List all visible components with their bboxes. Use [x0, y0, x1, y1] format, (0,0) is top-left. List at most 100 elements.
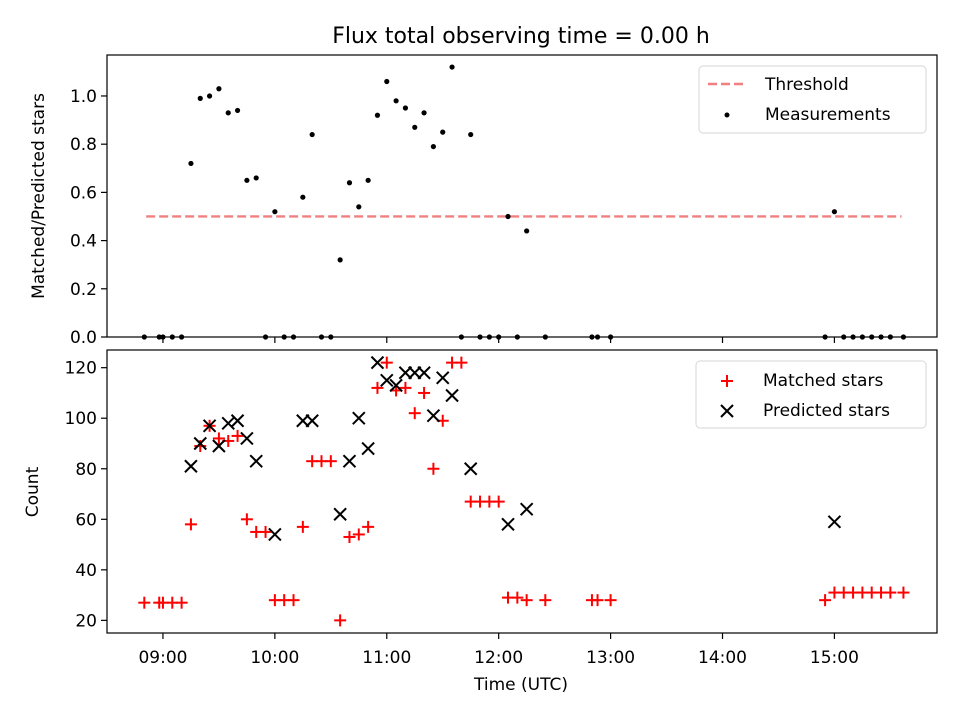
- matched-star-point: [455, 356, 468, 369]
- measurement-point: [300, 194, 306, 200]
- matched-star-point: [175, 596, 188, 609]
- predicted-star-point: [417, 366, 431, 380]
- matched-star-point: [897, 586, 910, 599]
- measurement-point: [356, 204, 362, 210]
- x-tick-label: 13:00: [586, 648, 635, 668]
- x-tick-label: 14:00: [698, 648, 747, 668]
- matched-star-point: [427, 462, 440, 475]
- measurement-point: [524, 228, 530, 234]
- predicted-star-point: [305, 414, 319, 428]
- measurement-point: [468, 131, 474, 138]
- predicted-star-point: [202, 419, 217, 433]
- measurement-point: [197, 95, 203, 101]
- top-axes-frame: [106, 54, 938, 338]
- measurement-point: [402, 105, 409, 111]
- predicted-star-point: [445, 388, 459, 403]
- predicted-star-point: [193, 436, 207, 451]
- matched-star-point: [334, 614, 347, 627]
- y-tick-label: 0.0: [70, 328, 97, 348]
- top-legend: Threshold Measurements: [698, 65, 927, 134]
- matched-star-point: [371, 381, 384, 394]
- measurement-point: [234, 107, 241, 114]
- matched-star-point: [511, 591, 524, 604]
- top-y-axis-label: Matched/Predicted stars: [29, 93, 49, 299]
- predicted-star-point: [342, 454, 357, 468]
- matched-star-point: [591, 594, 604, 607]
- predicted-star-point: [184, 459, 198, 473]
- bottom-y-axis-label: Count: [23, 466, 43, 517]
- measurement-point: [393, 98, 399, 104]
- chart-title: Flux total observing time = 0.00 h: [332, 24, 710, 49]
- predicted-star-point: [519, 502, 534, 516]
- predicted-star-point: [230, 414, 245, 428]
- bottom-panel: 20 40 60 80 100 120 09:00 10:00 11:00 12:00 13:00…: [23, 349, 938, 695]
- predicted-star-point: [426, 408, 441, 423]
- legend-measurements-swatch: [724, 112, 730, 118]
- y-tick-label: 0.6: [70, 183, 97, 203]
- predicted-star-point: [380, 373, 394, 388]
- top-panel: 0.0 0.2 0.4 0.6 0.8 1.0 Matched/Predicted sta…: [29, 54, 938, 348]
- matched-star-point: [352, 528, 365, 541]
- measurement-point: [346, 180, 353, 186]
- measurement-point: [365, 177, 371, 183]
- measurement-point: [374, 112, 381, 118]
- x-axis-label: Time (UTC): [473, 675, 568, 695]
- legend-predicted-label: Predicted stars: [763, 401, 890, 421]
- matched-star-point: [240, 513, 253, 526]
- predicted-star-point: [240, 431, 254, 446]
- matched-star-point: [138, 596, 151, 609]
- predicted-star-point: [361, 441, 375, 456]
- bottom-plot-marks: [138, 355, 910, 627]
- bottom-x-ticks: 09:00 10:00 11:00 12:00 13:00 14:00 15:00: [138, 633, 859, 668]
- matched-star-point: [343, 530, 356, 543]
- bottom-y-ticks: 20 40 60 80 100 120: [65, 359, 107, 631]
- matched-star-point: [212, 432, 225, 445]
- y-tick-label: 60: [75, 510, 97, 530]
- bottom-axes-frame: [106, 349, 938, 634]
- matched-star-point: [231, 429, 244, 442]
- legend-predicted-swatch: [720, 404, 734, 418]
- predicted-star-point: [352, 411, 366, 425]
- matched-star-point: [194, 440, 207, 453]
- x-tick-label: 11:00: [362, 648, 411, 668]
- x-tick-label: 10:00: [250, 648, 299, 668]
- y-tick-label: 120: [65, 359, 97, 379]
- y-tick-label: 100: [65, 409, 97, 429]
- measurement-point: [449, 64, 455, 70]
- legend-matched-swatch: [721, 375, 733, 387]
- measurement-point: [421, 110, 427, 116]
- y-tick-label: 0.8: [70, 135, 97, 155]
- top-y-ticks: 0.0 0.2 0.4 0.6 0.8 1.0: [70, 87, 107, 348]
- predicted-star-point: [827, 515, 842, 529]
- measurement-point: [440, 129, 446, 135]
- top-legend-box: [698, 65, 927, 134]
- y-tick-label: 1.0: [70, 87, 97, 107]
- bottom-legend: Matched stars Predicted stars: [695, 360, 927, 429]
- matched-star-point: [819, 594, 832, 607]
- predicted-star-point: [333, 507, 347, 521]
- measurement-point: [244, 177, 250, 183]
- predicted-star-point: [464, 462, 478, 476]
- matched-star-point: [259, 525, 272, 538]
- measurement-point: [831, 209, 838, 215]
- predicted-star-point: [249, 454, 263, 468]
- measurement-point: [337, 257, 343, 263]
- measurement-point: [206, 93, 213, 99]
- predicted-star-point: [212, 439, 226, 453]
- y-tick-label: 0.4: [70, 232, 97, 252]
- measurement-point: [505, 213, 511, 220]
- measurement-point: [253, 175, 259, 181]
- y-tick-label: 80: [75, 460, 97, 480]
- matched-star-point: [520, 594, 533, 607]
- matched-star-point: [184, 518, 197, 531]
- measurement-point: [430, 143, 437, 150]
- matched-star-point: [408, 407, 421, 420]
- x-tick-label: 09:00: [138, 648, 187, 668]
- matched-star-point: [539, 594, 552, 607]
- predicted-star-point: [370, 355, 385, 370]
- measurement-point: [384, 78, 390, 85]
- matched-star-point: [324, 455, 337, 468]
- y-tick-label: 20: [75, 611, 97, 631]
- matched-star-point: [296, 520, 309, 533]
- predicted-star-point: [221, 416, 235, 430]
